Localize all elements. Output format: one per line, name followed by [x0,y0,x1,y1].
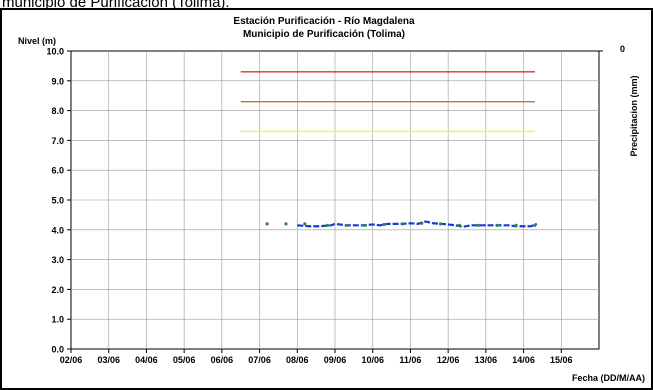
x-tick-label: 09/06 [324,355,347,365]
x-tick-label: 15/06 [550,355,573,365]
level-point [457,223,462,227]
y-tick-label: 4.0 [51,225,64,235]
x-tick-label: 04/06 [135,355,158,365]
y-tick-label: 5.0 [51,196,64,206]
level-point [533,223,537,227]
x-tick-label: 08/06 [286,355,309,365]
y2-axis-label: Precipitacion (mm) [629,75,639,156]
chart-title: Estación Purificación - Río Magdalena [233,16,415,27]
y-tick-label: 9.0 [51,76,64,86]
y-tick-label: 1.0 [51,315,64,325]
chart-subtitle: Municipio de Purificación (Tolima) [243,29,405,40]
level-point [325,223,330,227]
level-point [476,223,480,227]
level-point [495,223,499,227]
level-point [401,222,405,226]
x-tick-label: 12/06 [437,355,460,365]
x-tick-label: 13/06 [475,355,498,365]
figure-caption: municipio de Purificación (Tolima). [2,0,230,11]
level-point [265,222,269,226]
x-axis-label: Fecha (DD/M/AA) [572,373,645,383]
y-tick-label: 10.0 [46,47,64,57]
y2-tick-label: 0 [620,44,625,54]
level-point [439,222,443,226]
x-tick-label: 07/06 [248,355,271,365]
y-tick-label: 6.0 [51,166,64,176]
chart-frame: 0.0 1.0 2.0 3.0 4.0 5.0 6.0 7.0 8.0 9.0 10.0 02/06 0… [0,8,653,390]
level-chart: 0.0 1.0 2.0 3.0 4.0 5.0 6.0 7.0 8.0 9.0 10.0 02/06 0… [18,16,645,383]
x-tick-label: 14/06 [512,355,535,365]
y-tick-label: 0.0 [51,345,64,355]
level-point [344,223,348,227]
y-tick-label: 3.0 [51,255,64,265]
y-axis-label: Nivel (m) [18,36,56,46]
level-point [420,221,424,225]
x-tick-label: 03/06 [97,355,120,365]
y-tick-label: 8.0 [51,106,64,116]
level-point [303,222,307,226]
x-tick-label: 06/06 [211,355,234,365]
x-tick-label: 11/06 [399,355,421,365]
x-tick-label: 02/06 [60,355,83,365]
level-point [284,222,288,226]
level-point [382,222,386,227]
x-tick-label: 05/06 [173,355,196,365]
y-tick-label: 7.0 [51,136,64,146]
x-tick-label: 10/06 [361,355,384,365]
level-point [363,223,367,227]
level-point [514,223,518,227]
y-tick-label: 2.0 [51,285,64,295]
